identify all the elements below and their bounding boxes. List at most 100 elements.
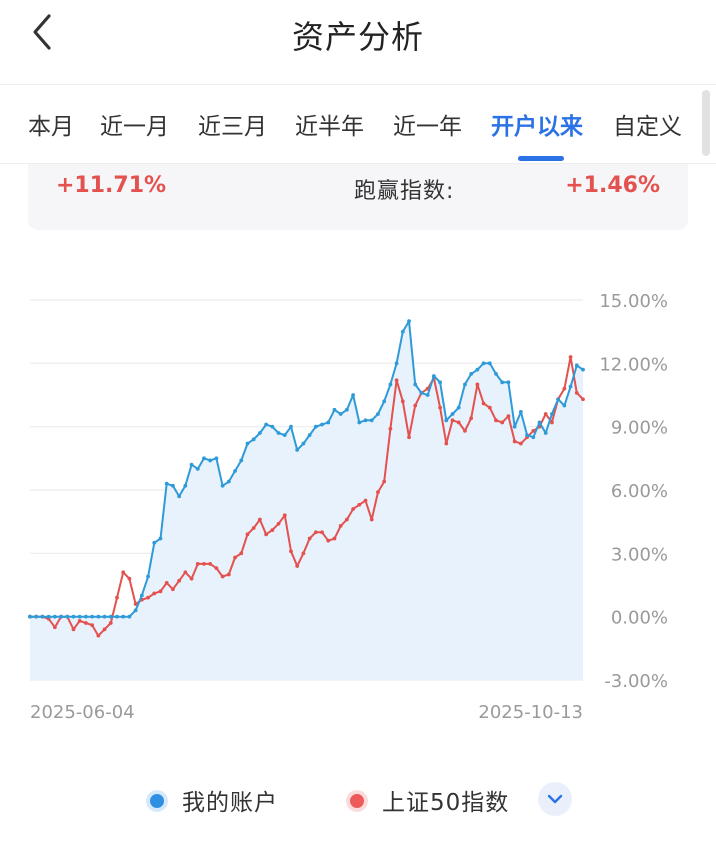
index-data-point [363,498,368,503]
account-data-point [177,494,182,499]
account-data-point [388,382,393,387]
y-tick-label: 0.00% [611,608,668,629]
account-data-point [251,437,256,442]
index-data-point [376,490,380,495]
y-tick-label: -3.00% [604,671,668,692]
tab-last-three-months[interactable]: 近三月 [198,114,267,140]
index-data-point [208,561,213,566]
index-data-point [121,570,126,575]
account-data-point [456,405,461,410]
index-data-point [506,414,511,419]
account-dot-icon [146,790,168,812]
index-data-point [413,403,418,408]
index-data-point [189,576,194,581]
account-data-point [562,403,567,408]
account-data-point [171,483,175,488]
chevron-down-icon[interactable] [538,782,572,816]
account-data-point [320,422,324,427]
account-data-point [264,422,269,427]
index-data-point [550,420,554,425]
account-data-point [102,614,107,619]
y-tick-label: 6.00% [611,481,668,502]
beat-index-value: +1.46% [565,173,660,198]
tab-custom[interactable]: 自定义 [613,114,682,140]
index-data-point [456,420,461,425]
chevron-left-icon[interactable] [22,12,66,56]
index-data-point [171,587,175,592]
tab-last-month[interactable]: 近一月 [100,114,169,140]
account-data-point [158,536,163,541]
account-data-point [407,319,411,324]
index-data-point [351,507,356,511]
index-data-point [444,441,449,446]
index-data-point [146,595,150,600]
index-data-point [518,441,523,446]
account-data-point [121,614,126,619]
index-data-point [264,532,269,537]
index-data-point [71,627,76,632]
x-tick-label-end: 2025-10-13 [478,702,583,723]
account-data-point [52,614,57,619]
account-data-point [59,614,63,619]
tab-last-half-year[interactable]: 近半年 [295,114,364,140]
index-data-point [90,623,95,628]
account-data-point [419,390,424,395]
index-data-point [500,420,505,425]
index-data-point [202,561,206,566]
return-line-chart[interactable]: 15.00% 12.00% 9.00% 6.00% 3.00% 0.00% -3.00% 20… [0,280,716,730]
return-summary-card: +11.71% 跑赢指数: +1.46% [28,164,688,230]
index-data-point [581,397,585,402]
account-data-point [506,380,511,385]
index-data-point [276,521,281,526]
account-data-point [301,441,306,446]
index-data-point [226,572,231,577]
account-data-point [183,483,188,488]
index-data-point [270,528,275,533]
index-data-point [245,532,250,537]
index-data-point [115,595,119,600]
account-data-point [127,614,132,619]
account-data-point [568,384,573,389]
account-data-point [146,574,150,579]
account-data-point [164,481,169,486]
index-data-point [133,602,138,606]
account-data-point [574,363,579,368]
account-data-point [71,614,76,619]
account-data-point [257,431,262,435]
index-data-point [357,502,362,507]
index-data-point [562,386,567,391]
account-data-point [400,329,405,334]
index-data-point [568,355,573,359]
index-data-point [158,589,163,594]
index-data-point [574,390,579,395]
account-data-point [512,424,517,429]
index-data-point [301,551,306,556]
index-data-point [543,412,548,416]
account-data-point [450,412,455,416]
scrollbar[interactable] [702,90,710,156]
account-data-point [581,367,585,372]
index-data-point [102,627,107,632]
account-data-point [425,393,430,397]
legend-account-label: 我的账户 [182,790,278,816]
account-data-point [463,382,467,387]
account-data-point [96,614,101,619]
y-tick-label: 15.00% [599,291,668,312]
tab-since-opening[interactable]: 开户以来 [491,114,583,140]
account-data-point [139,593,144,598]
tab-this-month[interactable]: 本月 [28,114,74,140]
index-data-point [531,428,536,433]
tab-last-year[interactable]: 近一年 [393,114,462,140]
account-data-point [115,614,119,619]
index-data-point [407,435,411,440]
account-data-point [133,608,138,613]
account-data-point [195,466,200,471]
index-data-point [388,426,393,431]
account-data-point [438,380,442,385]
index-data-point [313,530,318,535]
account-data-point [363,418,368,423]
index-data-point [289,549,293,554]
account-data-point [108,614,113,619]
account-data-point [444,418,449,423]
account-data-point [543,431,548,435]
